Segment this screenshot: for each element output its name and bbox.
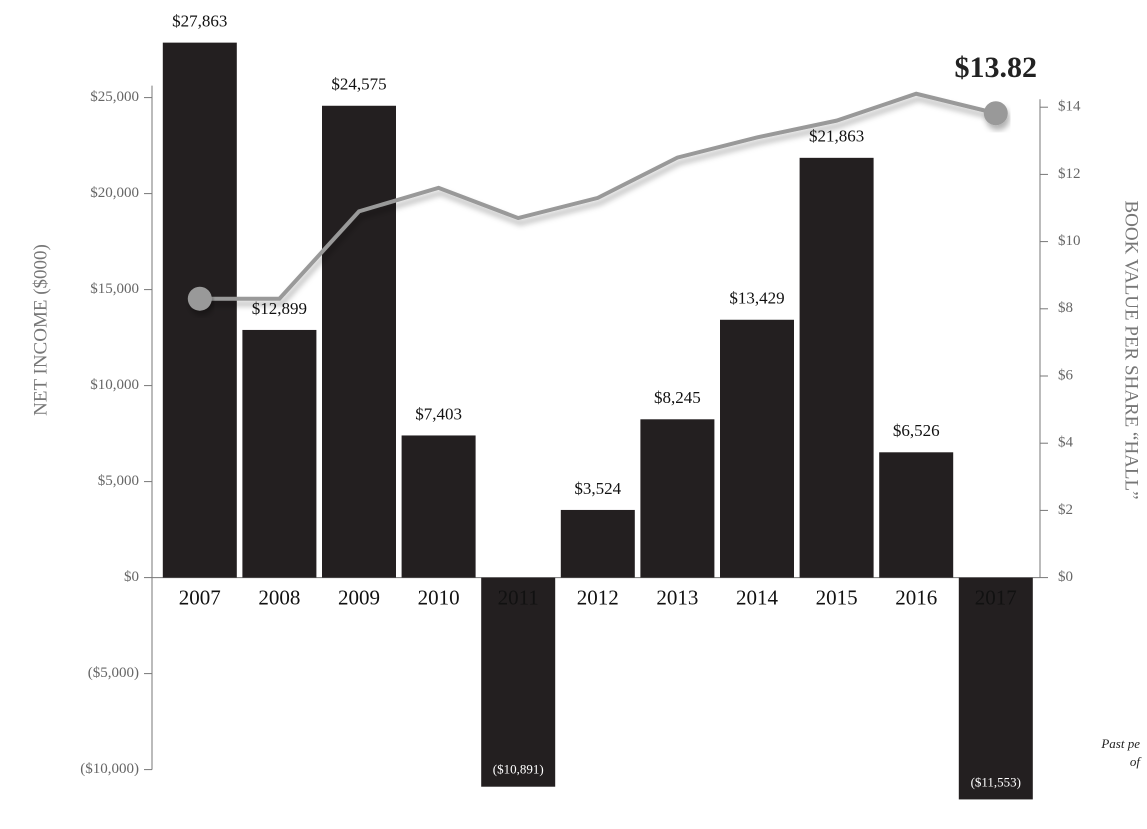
bar bbox=[958, 577, 1033, 800]
footnote: Past pe bbox=[1100, 736, 1140, 751]
y-tick-label: $25,000 bbox=[90, 89, 139, 105]
x-tick-label: 2015 bbox=[816, 585, 858, 609]
value-label: $13,429 bbox=[729, 289, 784, 308]
x-tick-label: 2017 bbox=[975, 585, 1017, 609]
y-tick-label: $5,000 bbox=[98, 473, 139, 489]
y-tick-label: $20,000 bbox=[90, 185, 139, 201]
y2-tick-label: $14 bbox=[1058, 99, 1081, 115]
y-tick-label: $10,000 bbox=[90, 377, 139, 393]
y2-tick-label: $2 bbox=[1058, 502, 1073, 518]
value-label: $21,863 bbox=[809, 127, 864, 146]
y2-tick-label: $0 bbox=[1058, 569, 1073, 585]
y-axis-title: NET INCOME ($000) bbox=[30, 244, 51, 416]
value-label: $7,403 bbox=[415, 404, 462, 423]
bar bbox=[879, 452, 954, 578]
bar bbox=[640, 419, 715, 578]
footnote: of bbox=[1130, 754, 1143, 769]
y2-tick-label: $12 bbox=[1058, 166, 1081, 182]
bar bbox=[481, 577, 556, 787]
value-label: $24,575 bbox=[331, 75, 386, 94]
y-tick-label: ($5,000) bbox=[88, 665, 139, 681]
bar bbox=[799, 157, 874, 578]
value-label: ($10,891) bbox=[493, 762, 544, 777]
x-tick-label: 2012 bbox=[577, 585, 619, 609]
y-tick-label: $0 bbox=[124, 569, 139, 585]
bar bbox=[401, 435, 476, 578]
x-tick-label: 2008 bbox=[258, 585, 300, 609]
y2-tick-label: $10 bbox=[1058, 233, 1081, 249]
line bbox=[199, 91, 997, 301]
x-tick-label: 2009 bbox=[338, 585, 380, 609]
y2-axis-title: BOOK VALUE PER SHARE “HALL” bbox=[1121, 200, 1142, 499]
y-tick-label: $15,000 bbox=[90, 281, 139, 297]
x-tick-label: 2010 bbox=[418, 585, 460, 609]
x-tick-label: 2014 bbox=[736, 585, 779, 609]
x-tick-label: 2016 bbox=[895, 585, 937, 609]
value-label: $3,524 bbox=[574, 479, 621, 498]
x-tick-label: 2007 bbox=[179, 585, 221, 609]
x-tick-label: 2011 bbox=[498, 585, 539, 609]
y2-tick-label: $8 bbox=[1058, 300, 1073, 316]
bar bbox=[560, 509, 635, 578]
endpoint bbox=[983, 101, 1008, 126]
y2-tick-label: $4 bbox=[1058, 435, 1074, 451]
y2-tick-label: $6 bbox=[1058, 367, 1074, 383]
value-label: $12,899 bbox=[252, 299, 307, 318]
bar bbox=[322, 105, 396, 578]
value-label: $13.82 bbox=[955, 51, 1038, 84]
value-label: ($11,553) bbox=[971, 774, 1021, 789]
value-label: $6,526 bbox=[893, 421, 940, 440]
endpoint bbox=[187, 286, 212, 311]
x-tick-label: 2013 bbox=[656, 585, 698, 609]
y-tick-label: ($10,000) bbox=[80, 761, 139, 777]
bar bbox=[242, 329, 317, 578]
value-label: $27,863 bbox=[172, 12, 227, 31]
bar bbox=[720, 319, 794, 578]
value-label: $8,245 bbox=[654, 388, 701, 407]
